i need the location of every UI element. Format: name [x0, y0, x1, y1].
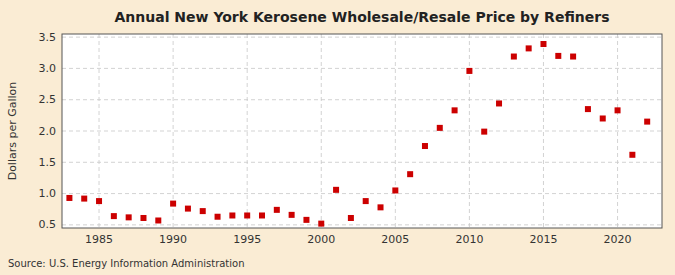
y-grid-line: [62, 224, 662, 225]
point: [629, 152, 635, 158]
point: [496, 100, 502, 106]
y-tick-label: 3.0: [39, 62, 57, 75]
point: [466, 68, 472, 74]
x-tick-label: 1985: [85, 233, 113, 246]
point: [170, 201, 176, 207]
y-tick-label: 1.0: [39, 187, 57, 200]
y-grid-line: [62, 37, 662, 38]
point: [363, 198, 369, 204]
y-grid-line: [62, 131, 662, 132]
y-grid-line: [62, 162, 662, 163]
point: [111, 213, 117, 219]
point: [511, 54, 517, 60]
point: [644, 119, 650, 125]
point: [229, 212, 235, 218]
point: [600, 115, 606, 121]
x-tick-label: 1990: [159, 233, 187, 246]
point: [81, 196, 87, 202]
y-grid-line: [62, 193, 662, 194]
y-grid-line: [62, 99, 662, 100]
point: [66, 195, 72, 201]
y-tick-label: 0.5: [39, 218, 57, 231]
point: [333, 187, 339, 193]
point: [392, 187, 398, 193]
point: [378, 204, 384, 210]
background: [0, 0, 675, 275]
point: [289, 212, 295, 218]
y-tick-label: 1.5: [39, 156, 57, 169]
y-tick-label: 3.5: [39, 31, 57, 44]
x-tick-label: 2000: [307, 233, 335, 246]
point: [185, 206, 191, 212]
title: Annual New York Kerosene Wholesale/Resal…: [115, 9, 610, 25]
point: [274, 207, 280, 213]
x-tick-label: 2005: [381, 233, 409, 246]
point: [526, 45, 532, 51]
x-grid-line: [469, 34, 470, 228]
point: [615, 107, 621, 113]
x-grid-line: [247, 34, 248, 228]
source-note: Source: U.S. Energy Information Administ…: [8, 258, 245, 269]
point: [437, 125, 443, 131]
x-grid-line: [617, 34, 618, 228]
y-tick-label: 2.5: [39, 93, 57, 106]
point: [155, 217, 161, 223]
plot-area: [62, 34, 662, 228]
point: [348, 215, 354, 221]
x-grid-line: [395, 34, 396, 228]
point: [244, 212, 250, 218]
point: [407, 171, 413, 177]
point: [422, 143, 428, 149]
point: [481, 129, 487, 135]
x-grid-line: [173, 34, 174, 228]
x-tick-label: 2020: [604, 233, 632, 246]
point: [96, 198, 102, 204]
chart: 0.5 1.0 1.5 2.0 2.5 3.0 3.5 1985 1990 1995 2000 200…: [0, 0, 675, 275]
x-grid-line: [543, 34, 544, 228]
x-tick-label: 1995: [233, 233, 261, 246]
points: [66, 41, 650, 227]
point: [200, 208, 206, 214]
point: [215, 214, 221, 220]
point: [452, 107, 458, 113]
point: [585, 106, 591, 112]
point: [570, 54, 576, 60]
point: [140, 215, 146, 221]
point: [303, 217, 309, 223]
plot-frame: [62, 34, 662, 228]
x-tick-label: 2010: [455, 233, 483, 246]
y-tick-label: 2.0: [39, 125, 57, 138]
x-grid-line: [321, 34, 322, 228]
y-grid-line: [62, 68, 662, 69]
point: [259, 212, 265, 218]
y-axis-label: Dollars per Gallon: [6, 82, 19, 181]
point: [126, 214, 132, 220]
x-tick-label: 2015: [529, 233, 557, 246]
point: [540, 41, 546, 47]
point: [318, 221, 324, 227]
point: [555, 53, 561, 59]
